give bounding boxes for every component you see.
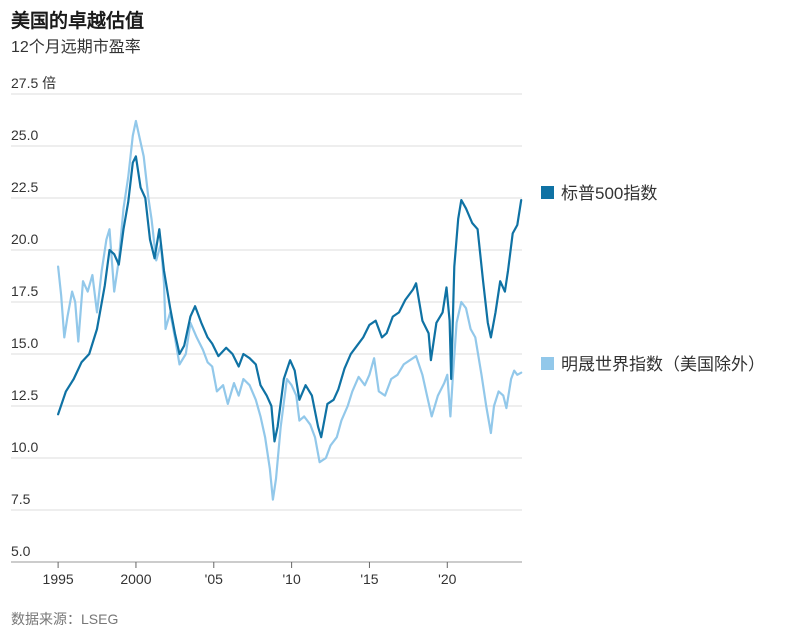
legend-swatch xyxy=(541,357,554,370)
y-tick-label: 25.0 xyxy=(11,127,38,143)
x-tick-label: '05 xyxy=(205,571,223,587)
series-lines xyxy=(57,119,523,501)
x-tick-label: '20 xyxy=(438,571,456,587)
x-tick-label: 2000 xyxy=(120,571,151,587)
legend-label: 标普500指数 xyxy=(561,184,657,203)
x-axis: 1995 2000 '05 '10 '15 '20 xyxy=(43,562,457,587)
y-tick-label: 22.5 xyxy=(11,179,38,195)
source-note: 数据来源：LSEG xyxy=(11,611,119,627)
y-tick-label: 5.0 xyxy=(11,543,31,559)
y-tick-label: 27.5 倍 xyxy=(11,75,56,91)
legend-label: 明晟世界指数（美国除外） xyxy=(561,355,765,374)
y-tick-label: 15.0 xyxy=(11,335,38,351)
y-tick-label: 17.5 xyxy=(11,283,38,299)
series-line xyxy=(57,155,523,443)
chart-subtitle: 12个月远期市盈率 xyxy=(11,39,141,56)
series-line xyxy=(57,119,523,501)
chart-title: 美国的卓越估值 xyxy=(11,11,145,32)
grid-lines xyxy=(11,93,522,563)
y-tick-label: 20.0 xyxy=(11,231,38,247)
x-tick-label: '10 xyxy=(282,571,300,587)
y-tick-label: 10.0 xyxy=(11,439,38,455)
x-tick-label: 1995 xyxy=(43,571,74,587)
y-axis: 27.5 倍 25.0 22.5 20.0 17.5 15.0 12.5 10.0 7.5 5.0 xyxy=(11,75,56,559)
y-tick-label: 7.5 xyxy=(11,491,31,507)
y-tick-label: 12.5 xyxy=(11,387,38,403)
x-tick-label: '15 xyxy=(360,571,378,587)
legend-swatch xyxy=(541,186,554,199)
